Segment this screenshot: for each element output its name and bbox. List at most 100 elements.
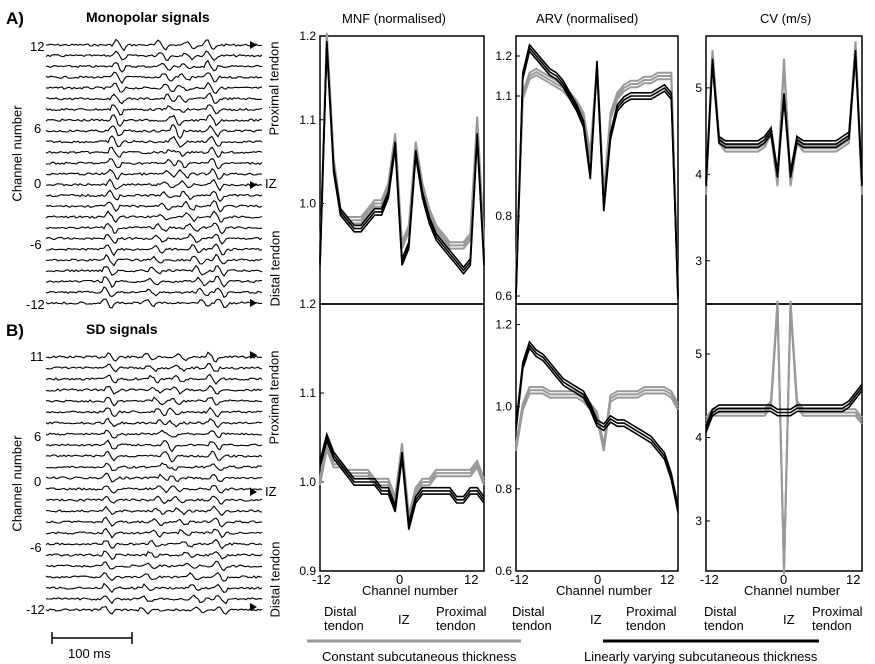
x-axis-label: Channel number — [744, 583, 841, 598]
y-tick-label: 3 — [695, 514, 702, 528]
emg-trace — [45, 222, 263, 235]
series-line — [515, 67, 679, 297]
x-axis-label: Channel number — [362, 583, 459, 598]
x-iz: IZ — [783, 612, 795, 627]
emg-trace — [45, 384, 263, 395]
x-tick: 0 — [594, 572, 602, 587]
x-distal: Distal tendon — [324, 604, 364, 634]
emg-trace — [45, 505, 263, 517]
x-tick: 12 — [464, 572, 479, 587]
emg-trace — [45, 605, 263, 615]
emg-trace — [45, 560, 263, 572]
emg-trace — [45, 582, 263, 594]
series-line — [705, 47, 863, 195]
y-tick-label: 1.2 — [299, 29, 316, 43]
x-proximal: Proximal tendon — [812, 604, 863, 634]
panel-b-title: SD signals — [86, 321, 158, 337]
y-tick-label: 0.8 — [495, 209, 512, 223]
emg-trace — [45, 232, 263, 245]
emg-trace — [45, 168, 263, 180]
emg-trace — [45, 210, 263, 224]
column-title-arv: ARV (normalised) — [536, 11, 639, 26]
panel-a-tick: 0 — [34, 176, 42, 191]
panel-a-title: Monopolar signals — [86, 9, 210, 25]
y-tick-label: 1.0 — [495, 400, 512, 414]
emg-trace — [45, 189, 263, 202]
x-tick: 12 — [660, 572, 675, 587]
series-line — [515, 386, 679, 445]
panel-a-letter: A) — [6, 9, 24, 28]
panel-b-tick: -12 — [26, 602, 45, 617]
series-line — [319, 47, 485, 275]
panel-b-right-mid: IZ — [265, 484, 277, 499]
y-tick-label: 4 — [695, 167, 702, 181]
y-tick-label: 0.9 — [299, 564, 316, 578]
emg-trace — [45, 92, 263, 105]
y-tick-label: 1.2 — [495, 318, 512, 332]
emg-trace — [45, 146, 263, 159]
emg-trace — [45, 135, 263, 148]
y-tick-label: 0.8 — [495, 482, 512, 496]
emg-trace — [45, 275, 263, 289]
column-title-mnf: MNF (normalised) — [342, 11, 447, 26]
emg-trace — [45, 351, 263, 363]
y-tick-label: 1.1 — [299, 386, 316, 400]
emg-trace — [46, 429, 263, 439]
y-tick-label: 3 — [695, 254, 702, 268]
legend-black-label: Linearly varying subcutaneous thickness — [584, 649, 818, 664]
panel-b-letter: B) — [6, 321, 24, 340]
emg-trace — [45, 104, 263, 116]
panel-a-tick: 12 — [30, 39, 45, 54]
emg-trace — [45, 38, 262, 52]
x-iz: IZ — [398, 612, 410, 627]
y-tick-label: 0.6 — [495, 564, 512, 578]
emg-trace — [45, 50, 263, 62]
column-title-cv: CV (m/s) — [760, 11, 812, 26]
panel-b-tick: 0 — [34, 474, 42, 489]
emg-trace — [45, 114, 263, 127]
plot-frame — [319, 303, 485, 572]
emg-trace — [45, 157, 263, 170]
panel-a-tick: -6 — [30, 237, 42, 252]
emg-trace — [45, 484, 263, 494]
x-tick: -12 — [510, 572, 529, 587]
emg-trace — [45, 373, 263, 385]
marker-arrow — [250, 41, 257, 49]
emg-trace — [45, 516, 263, 528]
y-tick-label: 1.2 — [495, 49, 512, 63]
y-tick-label: 1.1 — [299, 113, 316, 127]
panel-b-tick: 6 — [34, 429, 42, 444]
emg-trace — [45, 417, 263, 429]
panel-a-right-mid: IZ — [265, 176, 277, 191]
emg-trace — [45, 472, 263, 483]
series-line — [705, 56, 863, 187]
panel-b-tick: -6 — [30, 540, 42, 555]
emg-trace — [45, 253, 263, 267]
x-tick: 12 — [846, 572, 861, 587]
marker-arrow — [250, 181, 257, 189]
series-line — [515, 340, 679, 507]
emg-trace — [45, 124, 262, 140]
y-tick-label: 5 — [695, 81, 702, 95]
y-tick-label: 1.2 — [299, 297, 316, 311]
x-tick: -12 — [312, 572, 331, 587]
series-line — [515, 343, 679, 510]
emg-trace — [45, 450, 263, 463]
series-line — [705, 41, 863, 189]
x-tick: 0 — [780, 572, 788, 587]
panel-b-tick: 11 — [30, 349, 44, 364]
x-proximal: Proximal tendon — [436, 604, 487, 634]
emg-trace — [45, 550, 263, 560]
series-line — [515, 346, 679, 513]
x-tick: -12 — [700, 572, 719, 587]
panel-a-tick: -12 — [26, 297, 45, 312]
marker-arrow — [250, 351, 257, 359]
emg-trace — [45, 538, 263, 550]
series-line — [515, 71, 679, 300]
emg-trace — [45, 571, 263, 582]
emg-trace — [45, 59, 263, 73]
emg-trace — [45, 199, 263, 213]
x-proximal: Proximal tendon — [626, 604, 677, 634]
emg-trace — [45, 71, 262, 85]
